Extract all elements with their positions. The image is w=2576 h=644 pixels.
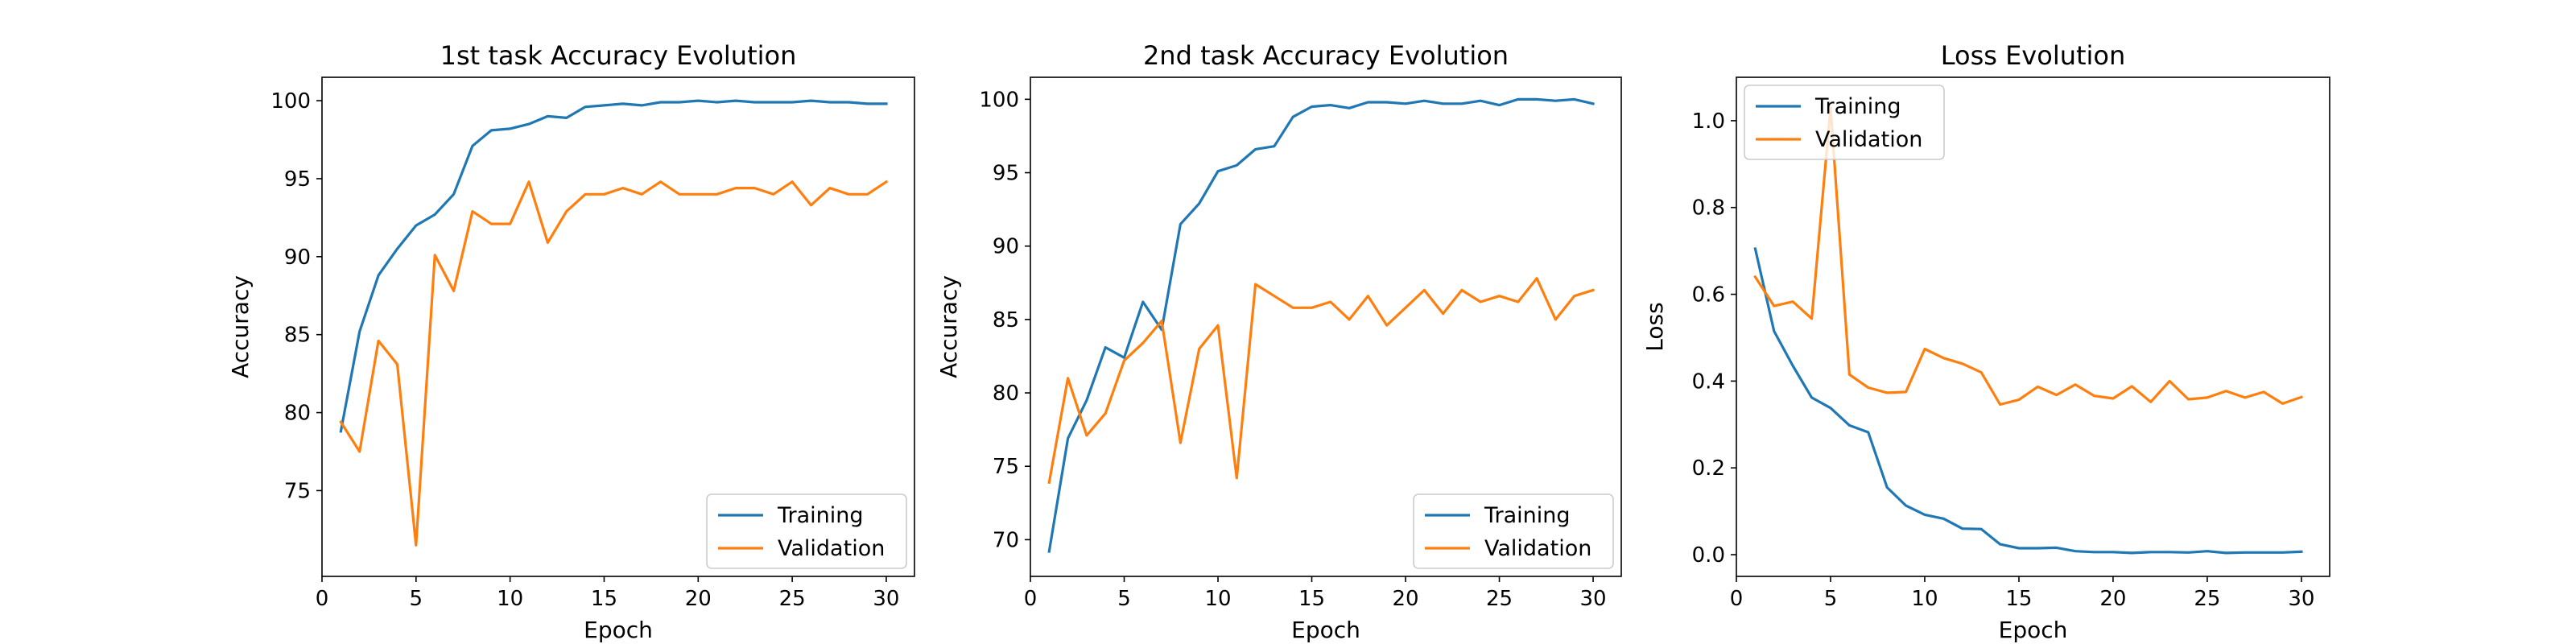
y-tick-label: 75 <box>993 455 1019 479</box>
legend-label: Training <box>777 503 864 528</box>
legend-box <box>706 493 907 569</box>
y-tick-label: 0.4 <box>1692 369 1725 394</box>
x-tick-label: 10 <box>1204 587 1231 611</box>
legend: Training Validation <box>1413 493 1614 569</box>
series-line-validation <box>339 180 889 547</box>
y-tick-label: 90 <box>284 246 311 270</box>
y-tick-label: 70 <box>993 528 1019 552</box>
y-tick-label: 95 <box>284 167 311 192</box>
y-tick-label: 0.8 <box>1692 196 1725 221</box>
y-tick-label: 75 <box>284 479 311 503</box>
chart-panel-3: Loss Evolution 0 5 10 15 20 25 30 0.0 0.2 0.4 0.6 0.… <box>1641 40 2330 643</box>
x-tick-label: 0 <box>316 587 329 611</box>
chart-panel-1: 1st task Accuracy Evolution 0 5 10 15 20 25 30 7… <box>227 40 915 643</box>
x-tick-label: 15 <box>591 587 617 611</box>
y-tick-label: 0.2 <box>1692 456 1725 481</box>
legend-label: Training <box>1814 94 1901 119</box>
series-line-training <box>1047 97 1595 553</box>
legend-label: Validation <box>778 536 885 561</box>
y-tick-label: 95 <box>993 162 1019 186</box>
y-axis-label: Loss <box>1641 302 1668 351</box>
x-axis-label: Epoch <box>1999 617 2068 643</box>
x-tick-label: 25 <box>1486 587 1513 611</box>
x-tick-label: 25 <box>779 587 806 611</box>
y-tick-label: 90 <box>993 235 1019 259</box>
x-tick-label: 0 <box>1730 587 1744 611</box>
series-line-training <box>1753 247 2303 555</box>
x-tick-label: 10 <box>1911 587 1938 611</box>
y-tick-label: 1.0 <box>1692 109 1725 134</box>
series-line-training <box>339 99 888 433</box>
y-axis-label: Accuracy <box>935 275 962 378</box>
legend-box <box>1413 493 1614 569</box>
x-tick-label: 0 <box>1024 587 1038 611</box>
x-tick-label: 30 <box>1580 587 1607 611</box>
y-tick-label: 85 <box>284 324 311 348</box>
x-tick-label: 30 <box>873 587 899 611</box>
y-tick-label: 80 <box>993 382 1019 406</box>
legend: Training Validation <box>706 493 907 569</box>
x-tick-label: 5 <box>1824 587 1838 611</box>
x-axis-label: Epoch <box>584 617 653 643</box>
x-tick-label: 5 <box>410 587 423 611</box>
chart-panel-2: 2nd task Accuracy Evolution 0 5 10 15 20 25 30 7… <box>935 40 1622 643</box>
x-tick-label: 30 <box>2288 587 2314 611</box>
x-tick-label: 20 <box>1392 587 1418 611</box>
legend-box <box>1744 85 1945 160</box>
series-line-validation <box>1047 277 1596 485</box>
x-tick-label: 20 <box>2099 587 2126 611</box>
x-tick-label: 20 <box>685 587 712 611</box>
legend-label: Training <box>1484 503 1571 528</box>
y-axis-label: Accuracy <box>227 275 254 378</box>
plot-frame <box>1736 76 2330 577</box>
x-axis-label: Epoch <box>1291 617 1360 643</box>
y-tick-label: 100 <box>979 88 1019 112</box>
y-tick-label: 0.0 <box>1692 543 1725 568</box>
y-tick-label: 100 <box>270 89 311 114</box>
legend-label: Validation <box>1484 536 1591 561</box>
y-tick-label: 80 <box>284 402 311 426</box>
x-tick-label: 10 <box>497 587 523 611</box>
x-tick-label: 5 <box>1117 587 1131 611</box>
x-tick-label: 15 <box>1298 587 1325 611</box>
chart-title: 1st task Accuracy Evolution <box>440 40 797 71</box>
y-tick-label: 85 <box>993 308 1019 332</box>
x-tick-label: 15 <box>2005 587 2032 611</box>
series-line-validation <box>1753 106 2303 407</box>
x-tick-label: 25 <box>2194 587 2220 611</box>
plot-frame <box>321 76 915 577</box>
y-tick-label: 0.6 <box>1692 283 1725 308</box>
legend-label: Validation <box>1815 127 1922 152</box>
legend: Training Validation <box>1744 85 1945 160</box>
chart-title: 2nd task Accuracy Evolution <box>1143 40 1509 71</box>
plot-frame <box>1030 76 1622 577</box>
chart-title: Loss Evolution <box>1941 40 2126 71</box>
